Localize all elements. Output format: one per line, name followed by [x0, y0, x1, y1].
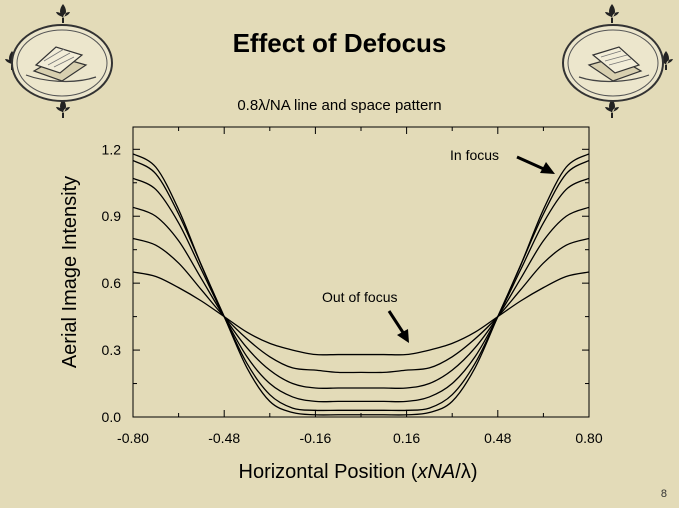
- fleur-ornament-icon: [56, 99, 70, 118]
- series-line-4: [132, 206, 590, 389]
- x-tick-label: -0.48: [208, 430, 240, 446]
- series-line-2: [132, 159, 590, 412]
- x-tick-label: 0.80: [575, 430, 602, 446]
- series-line-6: [132, 271, 590, 356]
- annotation-out-of-focus: Out of focus: [322, 289, 397, 305]
- series-line-1: [132, 153, 590, 416]
- y-tick-label: 0.0: [102, 409, 122, 425]
- axis-ticks: [132, 127, 590, 418]
- arrow-icon: [516, 155, 555, 174]
- slide-title: Effect of Defocus: [232, 28, 447, 58]
- y-tick-label: 0.3: [102, 342, 122, 358]
- y-tick-label: 1.2: [102, 141, 122, 157]
- tick-labels: -0.80 -0.48 -0.16 0.16 0.48 0.80 0.0 0.3 0.6 0.9 1…: [102, 141, 603, 446]
- arrow-icon: [387, 310, 409, 343]
- plot-frame: [132, 126, 590, 418]
- chart-title: 0.8λ/NA line and space pattern: [237, 97, 442, 114]
- y-tick-label: 0.6: [102, 275, 122, 291]
- x-tick-label: 0.48: [484, 430, 511, 446]
- annotation-in-focus: In focus: [450, 147, 499, 163]
- y-tick-label: 0.9: [102, 208, 122, 224]
- series-layer: [132, 153, 590, 416]
- x-label-part: λ: [461, 461, 471, 483]
- x-axis-label: Horizontal Position (xNA/λ): [239, 461, 478, 483]
- y-axis-label: Aerial Image Intensity: [59, 176, 81, 368]
- x-label-part: /: [455, 461, 461, 483]
- series-line-5: [132, 237, 590, 374]
- fleur-ornament-icon: [605, 99, 619, 118]
- x-label-part: Horizontal Position (: [239, 461, 418, 483]
- series-line-3: [132, 177, 590, 403]
- x-label-italic-part: xNA: [416, 461, 455, 483]
- fleur-ornament-icon: [56, 4, 70, 23]
- x-tick-label: 0.16: [393, 430, 420, 446]
- book-emblem-icon: [11, 24, 113, 102]
- page-number: 8: [660, 488, 667, 500]
- fleur-ornament-icon: [659, 51, 673, 70]
- x-tick-label: -0.80: [117, 430, 149, 446]
- x-tick-label: -0.16: [299, 430, 331, 446]
- fleur-ornament-icon: [605, 4, 619, 23]
- x-label-part: ): [471, 461, 478, 483]
- book-emblem-icon: [562, 24, 664, 102]
